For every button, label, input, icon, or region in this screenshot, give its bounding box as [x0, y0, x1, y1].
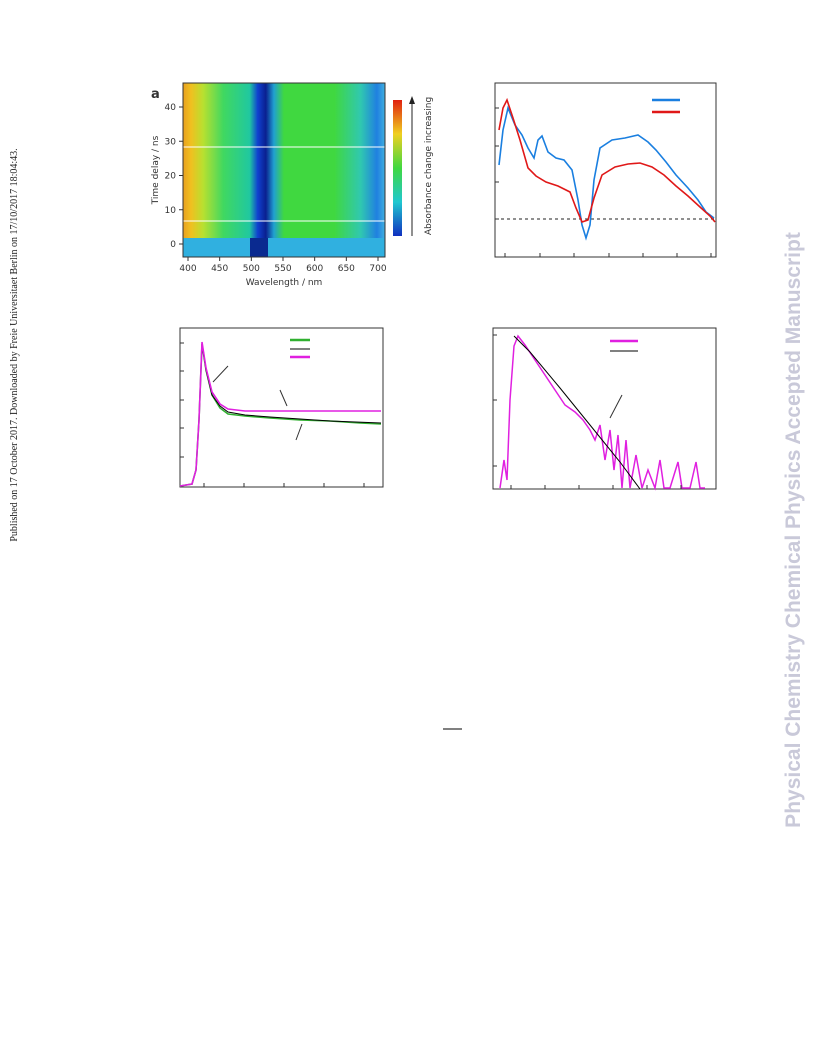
y-tick-label: 40	[165, 103, 177, 113]
x-tick-label: 600	[306, 264, 323, 274]
x-tick-label: 450	[211, 264, 228, 274]
plot-frame	[492, 327, 717, 490]
curve-red	[498, 97, 716, 223]
tick-marks	[180, 342, 365, 487]
x-tick-label: 400	[179, 264, 196, 274]
arrows	[609, 394, 623, 419]
y-tick-label: 10	[165, 206, 177, 216]
colorbar	[393, 100, 402, 236]
y-tick-label: 20	[165, 172, 177, 182]
tick-marks	[495, 107, 712, 257]
tick-marks	[493, 334, 682, 489]
colorbar-arrowhead	[409, 96, 415, 104]
watermark: Physical Chemistry Chemical Physics Acce…	[782, 232, 805, 828]
x-tick-label: 550	[274, 264, 291, 274]
curve-black	[513, 335, 641, 490]
curve-magenta	[179, 341, 381, 487]
y-tick-label: 30	[165, 137, 177, 147]
arrows	[212, 365, 303, 441]
colorbar-label: Absorbance change increasing	[424, 97, 434, 235]
x-tick-label: 500	[243, 264, 260, 274]
x-tick-label: 700	[369, 264, 386, 274]
heatmap-band	[250, 238, 268, 257]
curve-magenta	[499, 334, 705, 491]
heatmap-baseline	[183, 238, 385, 257]
curve-blue	[498, 105, 715, 241]
curve-green	[179, 343, 382, 487]
panel-label: a	[151, 87, 160, 102]
y-tick-label: 0	[170, 240, 176, 250]
plot-frame	[494, 82, 717, 258]
axis-ticks: 0 10 20 30 40 400 450 500 550 600 650 700	[165, 103, 387, 274]
plot-frame	[182, 82, 386, 258]
plot-frame	[179, 327, 384, 488]
x-tick-label: 650	[338, 264, 355, 274]
x-axis-label: Wavelength / nm	[246, 278, 323, 288]
y-axis-label: Time delay / ns	[151, 135, 161, 205]
heatmap	[183, 83, 385, 238]
side-note: Published on 17 October 2017. Downloaded…	[9, 148, 20, 541]
